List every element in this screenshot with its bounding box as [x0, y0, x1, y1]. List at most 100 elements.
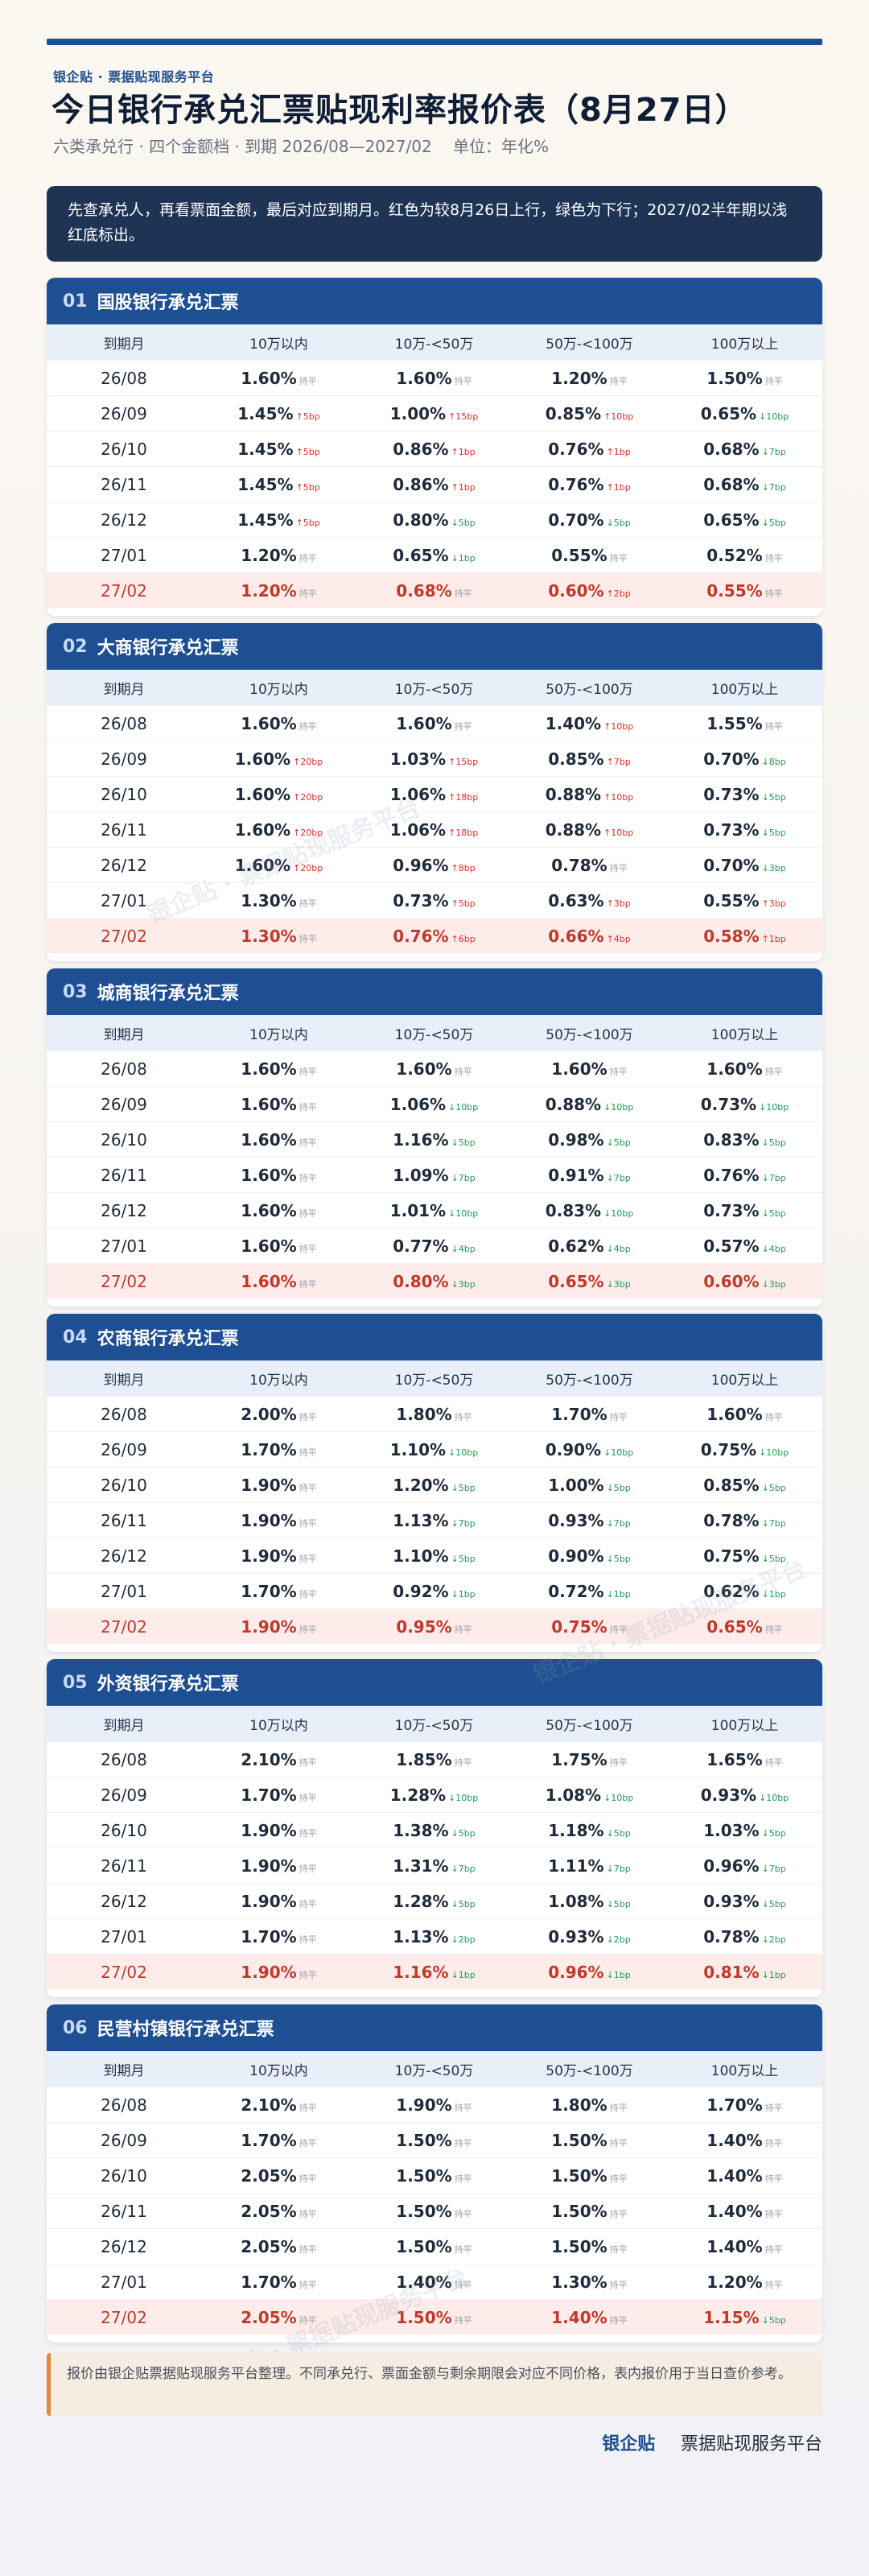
- maturity-month: 27/02: [101, 1616, 147, 1637]
- rate-change: 持平: [454, 1066, 472, 1077]
- rate-change: ↓5bp: [451, 1137, 476, 1148]
- rate-value: 0.68%: [703, 474, 760, 494]
- rate-cell: 1.70% 持平: [201, 1582, 356, 1601]
- rate-change: ↑1bp: [451, 446, 476, 457]
- rate-change: ↓4bp: [606, 1243, 631, 1254]
- rate-cell: 1.60% 持平: [356, 369, 512, 388]
- maturity-month: 26/08: [101, 1404, 147, 1424]
- column-header: 到期月: [103, 1372, 145, 1389]
- rate-change: ↓5bp: [761, 1827, 786, 1839]
- rate-value: 1.60%: [706, 1404, 763, 1424]
- rate-cell: 1.06% ↑18bp: [356, 785, 512, 804]
- table-row: 26/08 2.10% 持平 1.85% 持平 1.75% 持平 1.65% 持平: [47, 1741, 822, 1777]
- rate-value: 0.86%: [393, 474, 449, 494]
- rate-value: 1.13%: [393, 1510, 449, 1530]
- rate-change: ↑15bp: [448, 411, 479, 422]
- rate-value: 0.92%: [393, 1581, 449, 1601]
- table-row: 26/09 1.70% 持平 1.10% ↓10bp 0.90% ↓10bp 0.75% ↓10…: [47, 1431, 822, 1467]
- rate-change: 持平: [299, 1792, 317, 1803]
- rate-cell: 1.50% 持平: [356, 2308, 512, 2327]
- rate-change: 持平: [299, 1137, 317, 1148]
- table-row: 26/08 1.60% 持平 1.60% 持平 1.20% 持平 1.50% 持平: [47, 360, 822, 395]
- section-header: 06 民营村镇银行承兑汇票: [47, 2004, 822, 2051]
- rate-change: ↓10bp: [759, 1101, 789, 1113]
- table-row: 26/12 1.60% ↑20bp 0.96% ↑8bp 0.78% 持平 0.70% ↓3bp: [47, 847, 822, 882]
- rate-cell: 0.93% ↓2bp: [512, 1927, 667, 1946]
- rate-value: 1.60%: [396, 368, 452, 388]
- rate-cell: 0.68% 持平: [356, 581, 512, 601]
- rate-value: 2.05%: [241, 2236, 297, 2256]
- maturity-month: 26/12: [101, 510, 147, 530]
- table-row: 26/12 1.90% 持平 1.28% ↓5bp 1.08% ↓5bp 0.93% ↓5bp: [47, 1883, 822, 1918]
- rate-change: 持平: [299, 1208, 317, 1219]
- maturity-month: 27/02: [101, 2307, 147, 2327]
- rate-change: ↓7bp: [606, 1172, 631, 1183]
- rate-value: 1.50%: [396, 2165, 452, 2186]
- rate-cell: 1.60% 持平: [201, 714, 356, 733]
- rate-change: ↓5bp: [451, 517, 476, 528]
- rate-value: 0.96%: [703, 1856, 760, 1876]
- rate-change: 持平: [454, 1757, 472, 1768]
- rate-value: 1.45%: [237, 510, 294, 530]
- rate-change: ↑3bp: [606, 898, 631, 909]
- rate-change: 持平: [764, 720, 783, 732]
- rate-cell: 0.83% ↓10bp: [512, 1201, 667, 1220]
- rate-value: 0.57%: [703, 1236, 760, 1256]
- rate-value: 1.20%: [706, 2272, 763, 2292]
- rate-value: 1.90%: [241, 1856, 297, 1876]
- table-row: 26/11 1.45% ↑5bp 0.86% ↑1bp 0.76% ↑1bp 0.68% ↓7b…: [47, 466, 822, 502]
- rate-cell: 0.75% 持平: [512, 1617, 667, 1637]
- column-header: 10万-<50万: [394, 1026, 474, 1043]
- column-header-row: 到期月 10万以内 10万-<50万 50万-<100万 100万以上: [47, 324, 822, 360]
- rate-value: 1.18%: [548, 1820, 604, 1840]
- rate-cell: 0.73% ↓5bp: [667, 820, 822, 840]
- rate-cell: 0.92% ↓1bp: [356, 1582, 512, 1601]
- rate-change: ↓5bp: [761, 1898, 786, 1909]
- rate-change: ↓1bp: [606, 1588, 631, 1600]
- rate-change: ↓5bp: [606, 1482, 631, 1493]
- table-row: 27/01 1.70% 持平 1.40% 持平 1.30% 持平 1.20% 持平: [47, 2264, 822, 2299]
- rate-change: 持平: [609, 2244, 628, 2255]
- rate-change: ↑3bp: [761, 898, 786, 909]
- rate-change: 持平: [609, 2279, 628, 2290]
- column-header: 到期月: [103, 1026, 145, 1043]
- rate-value: 0.90%: [545, 1439, 602, 1459]
- rate-change: ↓5bp: [761, 791, 786, 803]
- rate-change: 持平: [764, 2279, 783, 2290]
- rate-cell: 0.81% ↓1bp: [667, 1963, 822, 1982]
- rate-value: 0.81%: [703, 1962, 760, 1982]
- rate-value: 0.98%: [548, 1129, 604, 1150]
- rate-cell: 1.16% ↓5bp: [356, 1130, 512, 1150]
- rate-value: 0.76%: [548, 439, 604, 459]
- rate-cell: 1.09% ↓7bp: [356, 1166, 512, 1185]
- rate-change: ↓7bp: [606, 1517, 631, 1529]
- rate-value: 1.03%: [703, 1820, 760, 1840]
- rate-change: ↑1bp: [606, 481, 631, 493]
- rate-change: ↓10bp: [603, 1447, 634, 1458]
- rate-value: 0.65%: [393, 545, 449, 565]
- rate-value: 1.90%: [241, 1546, 297, 1566]
- rate-value: 0.96%: [393, 855, 449, 875]
- column-header: 10万以内: [249, 1717, 308, 1734]
- rate-change: 持平: [764, 1411, 783, 1422]
- rate-change: ↓5bp: [451, 1898, 476, 1909]
- rate-cell: 0.70% ↓8bp: [667, 749, 822, 769]
- rate-cell: 0.75% ↓5bp: [667, 1546, 822, 1566]
- maturity-month: 26/12: [101, 1200, 147, 1220]
- rate-value: 0.65%: [700, 403, 757, 423]
- rate-value: 1.08%: [548, 1891, 604, 1911]
- rate-value: 1.28%: [393, 1891, 449, 1911]
- rate-value: 0.68%: [396, 580, 452, 601]
- rate-cell: 0.58% ↑1bp: [667, 927, 822, 946]
- section-04: 04 农商银行承兑汇票 到期月 10万以内 10万-<50万 50万-<100万 100万以…: [47, 1314, 822, 1652]
- rate-change: 持平: [299, 898, 317, 909]
- rate-cell: 1.80% 持平: [512, 2095, 667, 2115]
- table-row: 27/02 1.60% 持平 0.80% ↓3bp 0.65% ↓3bp 0.60% ↓3bp: [47, 1263, 822, 1298]
- section-number: 02: [63, 636, 88, 657]
- rate-cell: 1.45% ↑5bp: [201, 404, 356, 423]
- rate-cell: 1.50% 持平: [356, 2131, 512, 2150]
- rate-cell: 1.11% ↓7bp: [512, 1856, 667, 1876]
- rate-value: 0.73%: [393, 890, 449, 910]
- rate-value: 0.88%: [545, 1094, 602, 1114]
- rate-change: 持平: [299, 552, 317, 564]
